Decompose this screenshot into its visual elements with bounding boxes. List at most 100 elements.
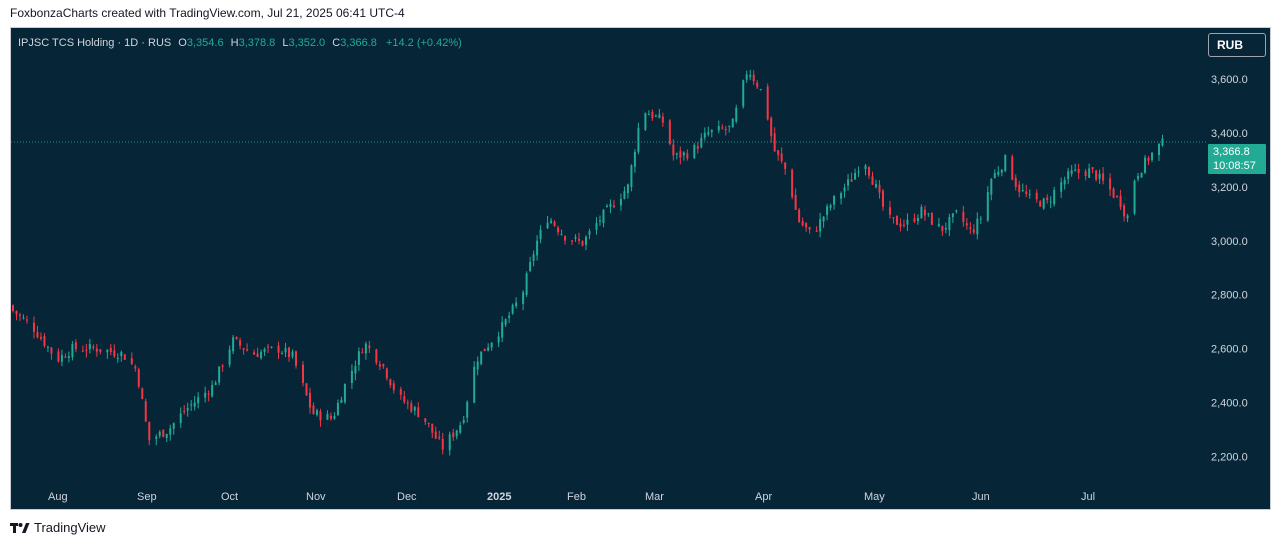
candle-body xyxy=(364,343,367,354)
candle-body xyxy=(623,191,626,199)
tradingview-icon xyxy=(10,522,30,533)
candle-body xyxy=(1067,171,1070,180)
candle-body xyxy=(532,254,535,261)
candle-body xyxy=(434,431,437,439)
candle-body xyxy=(979,218,982,220)
candle-body xyxy=(1046,197,1049,201)
candle-body xyxy=(742,80,745,107)
candle-body xyxy=(682,152,685,156)
candle-body xyxy=(504,319,507,325)
candle-body xyxy=(256,353,259,357)
candle-body xyxy=(875,184,878,188)
candle-body xyxy=(1004,154,1007,172)
candle-body xyxy=(378,364,381,367)
candle-body xyxy=(1074,169,1077,171)
candle-body xyxy=(501,322,504,338)
candle-body xyxy=(1147,157,1150,161)
candle-body xyxy=(214,382,217,385)
candle-body xyxy=(1018,184,1021,193)
candle-body xyxy=(913,218,916,222)
candle-body xyxy=(36,332,39,338)
candle-body xyxy=(399,389,402,395)
close-value: 3,366.8 xyxy=(340,37,377,49)
candle-body xyxy=(350,370,353,384)
candle-body xyxy=(724,128,727,130)
candle-body xyxy=(927,213,930,215)
candlestick-plot[interactable]: 2,200.0 2,400.0 2,600.0 2,800.0 3,000.0 3,200… xyxy=(11,28,1271,510)
candle-body xyxy=(717,126,720,131)
candle-body xyxy=(1140,172,1143,178)
candle-body xyxy=(183,411,186,413)
candle-body xyxy=(770,118,773,137)
candle-body xyxy=(109,347,112,352)
candle-body xyxy=(448,434,451,451)
candle-body xyxy=(906,219,909,225)
candle-body xyxy=(700,137,703,148)
candle-body xyxy=(997,171,1000,175)
symbol-legend: IPJSC TCS Holding · 1D · RUS O3,354.6 H3… xyxy=(18,37,462,49)
candle-body xyxy=(179,413,182,424)
candle-body xyxy=(993,173,996,178)
candle-body xyxy=(1116,195,1119,197)
candle-body xyxy=(805,222,808,228)
candle-body xyxy=(431,423,434,433)
candle-body xyxy=(368,345,371,349)
candle-body xyxy=(270,346,273,348)
candle-body xyxy=(735,107,738,122)
candle-body xyxy=(85,349,88,352)
candle-body xyxy=(95,348,98,352)
candle-body xyxy=(864,165,867,170)
candle-body xyxy=(487,347,490,351)
tradingview-logo[interactable]: TradingView xyxy=(10,520,106,535)
candle-body xyxy=(833,195,836,205)
candle-body xyxy=(944,227,947,230)
y-tick-label: 2,200.0 xyxy=(1211,451,1248,463)
candle-body xyxy=(703,132,706,138)
candle-body xyxy=(281,353,284,355)
candle-body xyxy=(847,179,850,186)
candle-body xyxy=(88,344,91,350)
candle-body xyxy=(602,209,605,224)
currency-button[interactable]: RUB xyxy=(1208,33,1266,57)
candle-body xyxy=(333,416,336,419)
x-tick-label: Jul xyxy=(1081,491,1095,503)
candle-body xyxy=(291,351,294,357)
candle-body xyxy=(186,407,189,411)
candle-body xyxy=(1025,191,1028,194)
candle-body xyxy=(522,292,525,304)
candle-body xyxy=(1042,198,1045,209)
candle-body xyxy=(937,224,940,227)
candle-body xyxy=(752,74,755,82)
candle-body xyxy=(899,223,902,227)
candle-body xyxy=(1098,173,1101,179)
candle-body xyxy=(288,347,291,358)
chart-panel[interactable]: 2,200.0 2,400.0 2,600.0 2,800.0 3,000.0 3,200… xyxy=(10,27,1271,510)
candle-body xyxy=(329,415,332,419)
candle-body xyxy=(92,346,95,349)
candle-body xyxy=(74,342,77,350)
symbol-title: IPJSC TCS Holding · 1D · RUS xyxy=(18,37,172,49)
candle-body xyxy=(679,150,682,158)
x-tick-label: Aug xyxy=(48,491,68,503)
low-value: 3,352.0 xyxy=(288,37,326,49)
candle-body xyxy=(857,171,860,173)
close-label: C xyxy=(332,37,341,49)
candle-body xyxy=(881,190,884,207)
candle-body xyxy=(148,421,151,441)
candle-body xyxy=(1137,175,1140,179)
candle-body xyxy=(871,176,874,185)
candle-body xyxy=(920,207,923,219)
candle-body xyxy=(50,347,53,354)
candle-body xyxy=(619,199,622,206)
candle-body xyxy=(1088,168,1091,178)
candle-body xyxy=(1028,194,1031,196)
candle-body xyxy=(819,219,822,232)
candle-body xyxy=(39,336,42,339)
candle-body xyxy=(43,336,46,347)
candle-body xyxy=(962,211,965,222)
candle-body xyxy=(57,351,60,362)
candle-body xyxy=(829,205,832,208)
candle-body xyxy=(661,116,664,123)
candle-body xyxy=(410,403,413,412)
candle-body xyxy=(15,310,18,315)
